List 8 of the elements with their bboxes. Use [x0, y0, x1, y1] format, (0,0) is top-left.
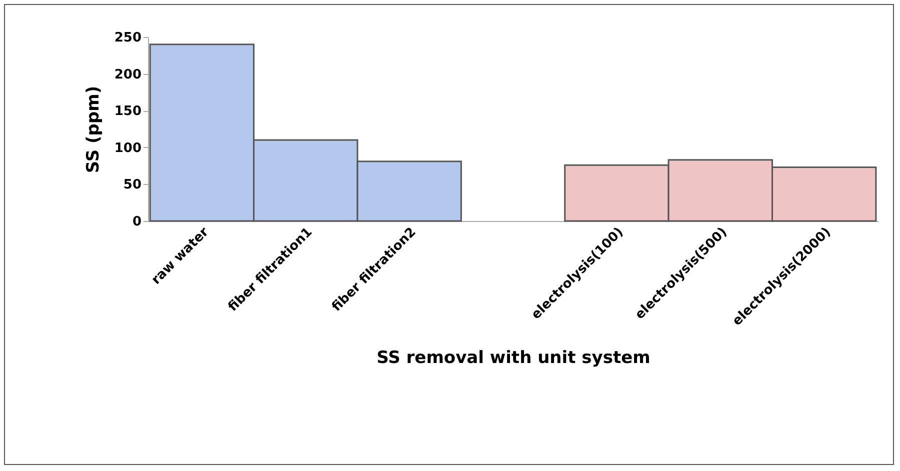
y-tick-label: 100: [114, 140, 142, 156]
y-tick-label: 50: [123, 178, 142, 193]
y-tick-label: 200: [114, 67, 142, 82]
y-tick-label: 0: [132, 214, 142, 230]
y-tick-label: 250: [114, 30, 142, 46]
y-axis-title: SS (ppm): [83, 86, 104, 174]
y-tick-label: 150: [114, 104, 142, 120]
x-axis-title: SS removal with unit system: [376, 348, 650, 368]
